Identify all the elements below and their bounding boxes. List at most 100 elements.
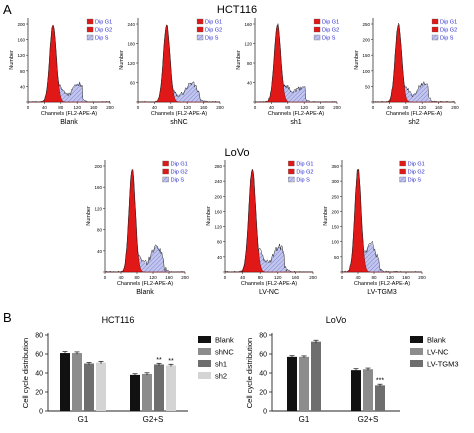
histogram-y-axis-title: Number (206, 206, 212, 226)
bar-chart: HCT116 0 20 40 60 80 Cell cycle distribution G1… (21, 315, 234, 424)
histogram-y-tick-label: 250 (362, 22, 370, 27)
histogram-g1-peak (225, 168, 313, 273)
histogram-x-axis-title: Channels (FL2-APE-A) (268, 111, 324, 117)
histogram-x-tick-label: 160 (200, 105, 208, 110)
legend-swatch (198, 348, 211, 355)
significance-marker: ** (156, 357, 162, 364)
legend-dip-g2-label: Dip G2 (95, 28, 112, 34)
legend-dip-s-label: Dip S (95, 36, 109, 42)
histogram-y-tick-label: 80 (217, 240, 223, 245)
histogram-y-tick-label: 180 (127, 42, 135, 47)
histogram-x-tick-label: 160 (90, 105, 98, 110)
legend-dip-s-swatch (399, 176, 406, 183)
histogram-x-tick-label: 40 (387, 105, 393, 110)
histogram-y-tick-label: 40 (247, 81, 253, 86)
bar-shnc (142, 373, 152, 411)
histogram-s-phase-area (225, 169, 313, 272)
histogram-x-tick-label: 80 (258, 275, 264, 280)
histogram-y-tick-label: 100 (331, 240, 339, 245)
legend-dip-g1-swatch (86, 18, 94, 25)
legend-dip-g1-swatch (162, 160, 169, 167)
bar-chart-x-tick-label: G2+S (358, 415, 379, 424)
legend-dip-g2-label: Dip G2 (205, 28, 222, 34)
bar-lv-tgm3 (375, 385, 385, 411)
legend-label: shNC (215, 348, 234, 357)
histogram-x-tick-label: 0 (372, 105, 375, 110)
histogram-y-tick-label: 60 (130, 81, 136, 86)
bar-chart-y-tick-label: 40 (259, 371, 267, 378)
bar-chart-title: LoVo (326, 315, 347, 325)
legend-swatch (198, 336, 211, 343)
histogram-x-tick-label: 200 (418, 275, 426, 280)
histogram-x-tick-label: 160 (165, 275, 173, 280)
legend-dip-g2-swatch (86, 26, 94, 33)
legend-dip-g2-label: Dip G2 (408, 170, 425, 176)
histogram-sample-label: sh2 (408, 119, 419, 126)
histogram-y-tick-label: 80 (247, 61, 253, 66)
legend-dip-g2-swatch (399, 168, 406, 175)
bar-lv-nc (363, 369, 373, 411)
histogram-panel: 40 80 120 160 200 0 40 80 120 160 200 Dip G1 Dip G2 D… (9, 18, 114, 126)
bar-chart-x-tick-label: G1 (78, 415, 89, 424)
panel-title-lovo: LoVo (224, 147, 249, 159)
histogram-y-tick-label: 150 (331, 225, 339, 230)
histogram-panel: 60 120 180 240 0 40 80 120 160 200 Dip G1 Dip G2 Dip… (119, 18, 224, 126)
histogram-raw-outline (105, 169, 185, 273)
bar-chart-y-tick-label: 80 (35, 333, 43, 340)
bar-lv-nc (299, 356, 309, 411)
histogram-x-tick-label: 0 (137, 105, 140, 110)
legend-swatch (198, 360, 211, 367)
legend-label: sh2 (215, 372, 227, 381)
histogram-sample-label: LV-TGM3 (367, 289, 397, 296)
histogram-panels: 40 80 120 160 200 0 40 80 120 160 200 Dip G1 Dip G2 D… (9, 18, 459, 296)
histogram-y-tick-label: 120 (127, 61, 135, 66)
bar-chart-y-tick-label: 40 (35, 371, 43, 378)
histogram-y-tick-label: 200 (362, 38, 370, 43)
legend-dip-g1-label: Dip G1 (171, 162, 188, 168)
histogram-panel: 40 80 120 160 200 0 40 80 120 160 200 Dip G1 Dip G2 D… (86, 160, 189, 296)
legend-label: LV-NC (427, 348, 449, 357)
histogram-y-tick-label: 240 (127, 22, 135, 27)
histogram-raw-outline (28, 25, 111, 103)
histogram-y-tick-label: 280 (214, 164, 222, 169)
histogram-x-tick-label: 40 (355, 275, 361, 280)
histogram-y-tick-label: 40 (97, 249, 103, 254)
histogram-y-axis-title: Number (354, 50, 360, 70)
bar-chart-x-tick-label: G2+S (143, 415, 164, 424)
bar-sh1 (154, 364, 164, 411)
histogram-y-tick-label: 120 (214, 225, 222, 230)
bar-sh1 (84, 363, 94, 411)
legend-dip-g2-label: Dip G2 (440, 28, 457, 34)
bar-chart-y-tick-label: 20 (259, 390, 267, 397)
histogram-x-tick-label: 200 (181, 275, 189, 280)
histogram-y-tick-label: 200 (17, 22, 25, 27)
histogram-y-axis-title: Number (323, 206, 329, 226)
histogram-x-tick-label: 120 (183, 105, 191, 110)
legend-dip-s-label: Dip S (296, 178, 310, 184)
histogram-raw-outline (224, 168, 313, 273)
legend-dip-g1-swatch (196, 18, 204, 25)
legend-dip-s-label: Dip S (205, 36, 219, 42)
legend-dip-s-swatch (431, 34, 439, 41)
histogram-x-tick-label: 200 (106, 105, 114, 110)
histogram-sample-label: Blank (60, 119, 78, 126)
significance-marker: *** (376, 378, 384, 385)
legend-dip-g2-label: Dip G2 (296, 170, 313, 176)
histogram-g1-peak (105, 168, 185, 273)
bar-blank (351, 370, 361, 411)
histogram-panel: 50 100 150 200 250 0 40 80 120 160 200 Dip G1 Dip G2… (354, 18, 459, 126)
histogram-x-tick-label: 40 (240, 275, 246, 280)
histogram-x-tick-label: 160 (402, 275, 410, 280)
legend-dip-g2-label: Dip G2 (322, 28, 339, 34)
histogram-x-tick-label: 80 (134, 275, 140, 280)
histogram-x-tick-label: 200 (309, 275, 317, 280)
legend-dip-s-swatch (288, 176, 295, 183)
histogram-raw-outline (372, 22, 456, 103)
histogram-x-tick-label: 120 (386, 275, 394, 280)
histogram-x-tick-label: 200 (451, 105, 459, 110)
bar-sh2 (96, 362, 106, 411)
bar-chart-y-tick-label: 60 (35, 352, 43, 359)
histogram-y-tick-label: 40 (20, 84, 26, 89)
bar-lv-tgm3 (311, 341, 321, 411)
legend-dip-s-label: Dip S (171, 178, 185, 184)
